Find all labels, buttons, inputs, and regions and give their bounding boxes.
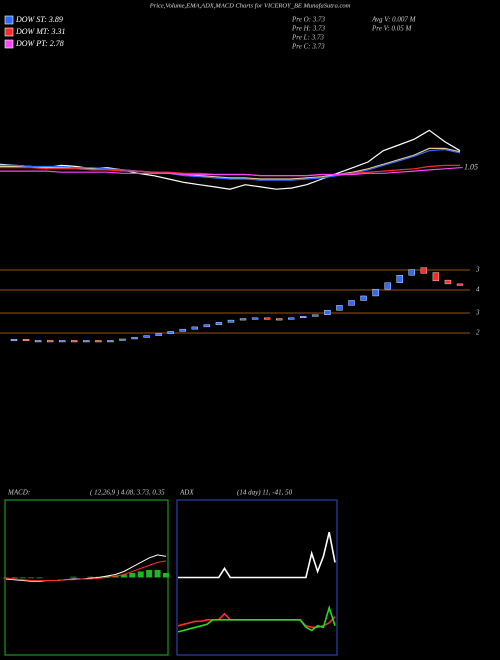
candle [239,318,247,321]
series-line [0,129,461,190]
histogram-bar [87,576,94,578]
info-text: Pre O: 3.73 [291,16,325,24]
candle [384,282,391,290]
candle [300,316,307,319]
histogram-bar [146,569,153,578]
legend-swatch [4,15,14,25]
histogram-bar [154,569,161,578]
candle [372,288,379,297]
candle [167,331,174,334]
candle [263,317,271,320]
histogram-bar [19,577,26,579]
candle [203,324,211,328]
series-line [0,167,461,177]
candle [155,333,162,336]
page-title: Price,Volume,EMA,ADX,MACD Charts for VIC… [149,2,351,9]
candle [10,339,18,342]
series-line [5,560,167,581]
info-text: Pre L: 3.73 [291,34,324,42]
histogram-bar [28,577,35,579]
candle [83,340,90,343]
series-line [0,148,461,181]
histogram-bar [129,572,136,578]
panel-title: ADX [179,489,194,497]
candle [143,335,150,338]
info-text: Pre H: 3.73 [291,25,325,33]
histogram-bar [120,574,127,578]
histogram-bar [163,572,169,578]
legend-label: DOW MT: 3.31 [15,27,66,36]
candle [444,279,452,285]
histogram-bar [112,575,119,578]
candle [324,310,331,316]
candle [191,326,199,330]
candle [396,275,403,283]
candle [227,319,235,323]
candle [59,340,66,343]
histogram-bar [104,575,111,578]
candle [420,267,428,274]
info-text: Pre C: 3.73 [291,43,325,51]
histogram-bar [11,577,18,579]
panel-title: MACD: [7,489,30,497]
histogram-bar [137,571,144,578]
candle [46,340,54,343]
candle [215,322,223,325]
panel-params: (14 day) 11, -41, 50 [237,489,293,497]
candle [71,340,78,343]
candle [336,305,343,311]
y-tick-label: 1.05 [464,162,478,171]
candle [348,300,355,306]
candle [34,340,42,343]
legend-swatch [4,39,14,49]
candle [288,317,295,320]
candle [251,317,259,320]
histogram-bar [3,577,9,579]
series-line [178,532,336,579]
info-text: Avg V: 0.007 M [371,16,417,24]
series-line [177,604,336,633]
candle [119,338,126,341]
candle [312,314,319,317]
panel [176,499,338,656]
candle [107,340,114,343]
histogram-bar [36,577,43,579]
level-label: 4 [476,286,480,294]
candle [179,328,186,332]
level-label: 3 [475,309,480,317]
candle [408,269,415,276]
panel-params: ( 12,26,9 ) 4.08, 3.73, 0.35 [90,489,165,497]
info-text: Pre V: 0.05 M [371,25,412,33]
legend-label: DOW PT: 2.78 [15,39,64,48]
candle [456,283,464,286]
candle [432,272,440,282]
level-label: 2 [476,329,480,337]
legend-label: DOW ST: 3.89 [15,15,63,24]
candle [360,295,367,301]
histogram-bar [70,576,77,578]
candle [95,340,102,343]
candle [275,318,283,321]
candle [131,337,138,340]
candle [22,339,30,342]
legend-swatch [4,27,14,37]
level-label: 3 [475,266,480,274]
